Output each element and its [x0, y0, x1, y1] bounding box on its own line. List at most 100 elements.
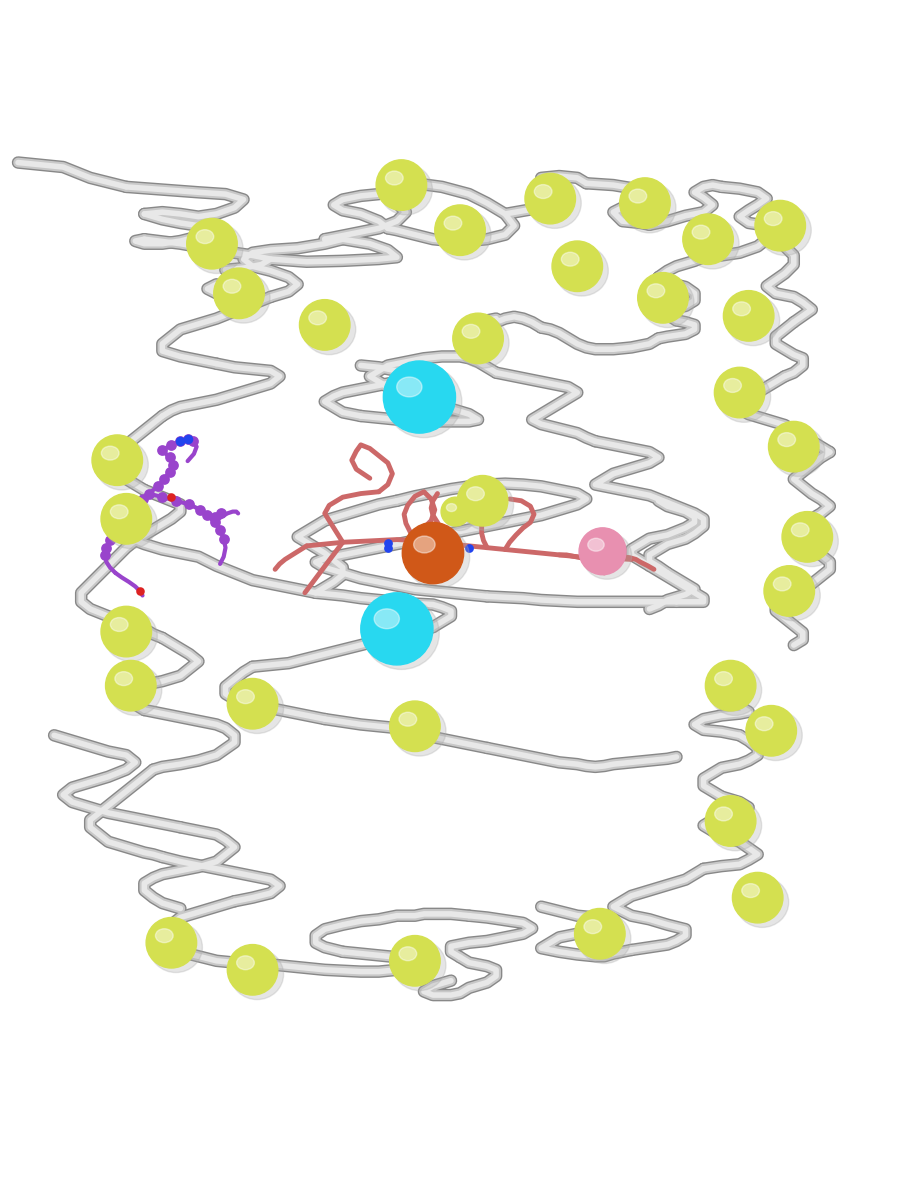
Ellipse shape	[101, 446, 119, 460]
Ellipse shape	[772, 426, 824, 476]
Point	[103, 530, 117, 550]
Ellipse shape	[227, 678, 278, 728]
Ellipse shape	[110, 505, 128, 518]
Ellipse shape	[768, 570, 820, 620]
Point	[117, 505, 132, 524]
Ellipse shape	[461, 480, 513, 530]
Ellipse shape	[364, 598, 439, 670]
Ellipse shape	[190, 223, 243, 274]
Point	[115, 512, 129, 532]
Ellipse shape	[723, 378, 741, 392]
Ellipse shape	[584, 919, 602, 934]
Ellipse shape	[236, 956, 254, 970]
Point	[214, 504, 228, 523]
Ellipse shape	[105, 498, 157, 548]
Ellipse shape	[393, 940, 446, 990]
Ellipse shape	[782, 511, 833, 562]
Ellipse shape	[714, 367, 765, 418]
Ellipse shape	[96, 439, 148, 490]
Ellipse shape	[299, 300, 350, 350]
Ellipse shape	[303, 304, 355, 355]
Point	[108, 526, 123, 545]
Ellipse shape	[109, 665, 161, 715]
Ellipse shape	[552, 241, 603, 292]
Ellipse shape	[727, 295, 779, 346]
Point	[142, 484, 156, 503]
Ellipse shape	[231, 949, 283, 1000]
Ellipse shape	[755, 200, 805, 251]
Ellipse shape	[718, 372, 770, 422]
Point	[426, 534, 440, 553]
Point	[117, 505, 132, 524]
Ellipse shape	[414, 536, 435, 553]
Ellipse shape	[773, 577, 791, 590]
Point	[115, 512, 129, 532]
Ellipse shape	[393, 706, 446, 756]
Ellipse shape	[308, 311, 327, 325]
Ellipse shape	[92, 434, 143, 486]
Ellipse shape	[638, 272, 688, 323]
Point	[164, 436, 179, 455]
Ellipse shape	[405, 527, 470, 588]
Point	[448, 541, 463, 560]
Point	[169, 491, 183, 510]
Ellipse shape	[791, 523, 809, 536]
Point	[99, 538, 114, 557]
Ellipse shape	[231, 683, 283, 733]
Point	[166, 455, 180, 474]
Point	[114, 520, 128, 539]
Ellipse shape	[444, 216, 462, 230]
Point	[193, 500, 207, 520]
Ellipse shape	[217, 272, 270, 323]
Ellipse shape	[187, 218, 237, 269]
Ellipse shape	[376, 160, 427, 210]
Ellipse shape	[457, 475, 508, 526]
Ellipse shape	[534, 185, 552, 198]
Ellipse shape	[759, 205, 811, 256]
Point	[97, 545, 112, 564]
Point	[155, 440, 170, 460]
Point	[157, 469, 171, 488]
Point	[122, 500, 136, 520]
Ellipse shape	[115, 672, 133, 685]
Ellipse shape	[647, 284, 665, 298]
Ellipse shape	[441, 497, 470, 526]
Ellipse shape	[105, 611, 157, 661]
Point	[186, 432, 200, 451]
Ellipse shape	[623, 182, 676, 233]
Ellipse shape	[390, 936, 440, 986]
Ellipse shape	[374, 608, 400, 629]
Ellipse shape	[386, 366, 462, 438]
Ellipse shape	[709, 800, 761, 851]
Point	[412, 538, 427, 557]
Ellipse shape	[786, 516, 838, 566]
Ellipse shape	[736, 877, 788, 928]
Ellipse shape	[196, 229, 214, 244]
Ellipse shape	[741, 883, 759, 898]
Ellipse shape	[620, 178, 670, 228]
Point	[200, 505, 215, 524]
Ellipse shape	[750, 710, 802, 761]
Ellipse shape	[399, 947, 417, 961]
Ellipse shape	[769, 421, 819, 472]
Point	[381, 538, 395, 557]
Ellipse shape	[579, 528, 626, 575]
Ellipse shape	[686, 218, 739, 269]
Point	[173, 432, 188, 451]
Ellipse shape	[588, 539, 604, 551]
Ellipse shape	[641, 277, 694, 328]
Ellipse shape	[236, 690, 254, 703]
Point	[180, 430, 195, 449]
Ellipse shape	[723, 290, 774, 341]
Ellipse shape	[578, 913, 630, 964]
Point	[155, 487, 170, 506]
Ellipse shape	[705, 796, 756, 846]
Ellipse shape	[556, 246, 608, 296]
Point	[173, 432, 188, 451]
Ellipse shape	[525, 173, 575, 224]
Ellipse shape	[714, 672, 732, 685]
Ellipse shape	[150, 922, 202, 972]
Ellipse shape	[692, 226, 710, 239]
Ellipse shape	[101, 606, 152, 656]
Ellipse shape	[683, 214, 733, 264]
